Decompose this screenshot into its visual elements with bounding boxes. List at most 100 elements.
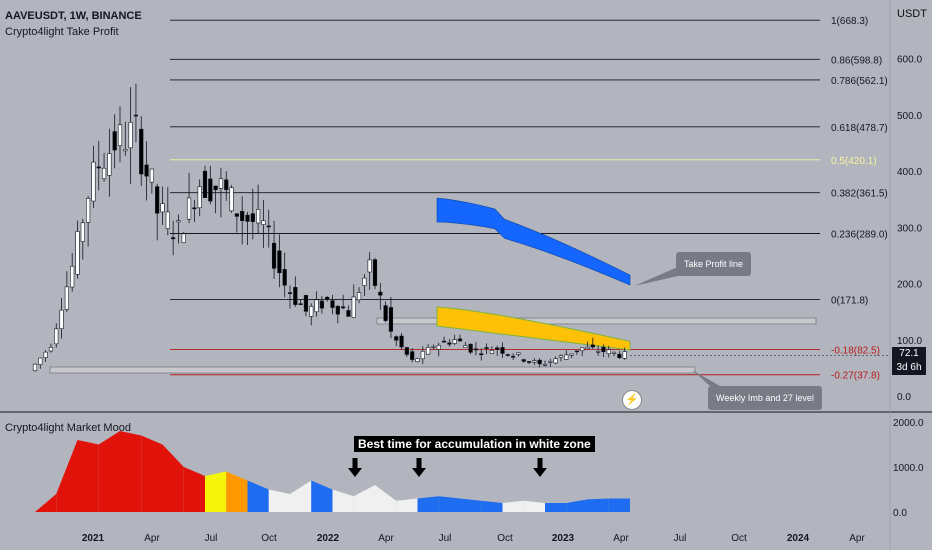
down-arrow-shaft	[352, 458, 358, 468]
candle-body	[362, 277, 367, 286]
candle-body	[149, 168, 154, 183]
weekly-callout-pointer	[692, 370, 720, 386]
weekly-imbalance-callout: Weekly Imb and 27 level	[708, 386, 822, 410]
mood-segment	[481, 500, 503, 512]
candle-body	[346, 310, 351, 317]
candle-body	[495, 347, 500, 350]
take-profit-indicator-label: Crypto4light Take Profit	[5, 26, 119, 38]
price-axis-tick: 100.0	[897, 336, 922, 347]
candle-body	[489, 350, 494, 354]
candle-body	[521, 359, 526, 362]
take-profit-band	[436, 197, 631, 286]
candle-body	[580, 347, 585, 352]
time-axis-label: Apr	[613, 533, 629, 544]
candle-body	[404, 347, 409, 355]
axes: 600.0 500.0 400.0 300.0 200.0 100.0 0.0 2000.0 1…	[82, 55, 924, 544]
candle-body	[388, 307, 394, 332]
candle-body	[516, 352, 521, 355]
mood-segment	[353, 485, 375, 512]
candle-body	[601, 346, 606, 353]
candle-body	[176, 220, 181, 223]
candle-body	[420, 350, 425, 360]
candle-body	[234, 213, 239, 217]
candle-body	[553, 358, 558, 364]
market-mood-area	[35, 431, 630, 512]
take-profit-bands	[436, 197, 631, 351]
fib-label: 0.618(478.7)	[831, 123, 888, 134]
time-axis-label: 2021	[82, 533, 105, 544]
mood-segment	[438, 496, 460, 512]
candle-body	[171, 237, 176, 240]
candle-body	[303, 295, 309, 312]
candle-body	[537, 359, 542, 365]
candles	[32, 83, 890, 372]
fib-label: 0.236(289.0)	[831, 229, 888, 240]
price-axis-tick: 200.0	[897, 280, 922, 291]
mood-segment	[375, 485, 397, 512]
imbalance-zones	[49, 317, 817, 374]
mood-segment	[523, 500, 545, 512]
countdown-badge: 3d 6h	[892, 361, 926, 375]
mood-segment	[290, 480, 312, 512]
candle-body	[208, 178, 213, 202]
mood-segment	[460, 498, 482, 512]
candle-body	[330, 300, 335, 308]
candle-body	[606, 349, 611, 354]
candle-body	[436, 345, 441, 350]
mood-segment	[566, 499, 588, 512]
candle-body	[96, 166, 101, 169]
candle-body	[452, 339, 457, 344]
candle-body	[38, 357, 43, 365]
candle-body	[91, 161, 96, 202]
candle-body	[447, 342, 452, 345]
candle-body	[224, 179, 229, 191]
candle-body	[245, 214, 250, 222]
candle-body	[75, 231, 80, 275]
candle-body	[256, 209, 261, 224]
fib-label: -0.27(37.8)	[831, 371, 880, 382]
time-axis-label: Apr	[378, 533, 394, 544]
fib-label: 0(171.8)	[831, 295, 868, 306]
candle-body	[261, 220, 266, 225]
accumulation-arrows	[348, 458, 547, 477]
price-axis-tick: 500.0	[897, 111, 922, 122]
time-axis-label: Jul	[674, 533, 687, 544]
candle-body	[548, 360, 553, 363]
candle-body	[43, 351, 48, 358]
candle-body	[293, 287, 298, 305]
mood-segment	[162, 444, 184, 512]
fib-label: 0.5(420.1)	[831, 156, 877, 167]
currency-label: USDT	[897, 8, 927, 20]
candle-body	[394, 336, 399, 341]
market-mood-indicator-label: Crypto4light Market Mood	[5, 422, 131, 434]
time-axis-label: 2023	[552, 533, 575, 544]
candle-body	[155, 186, 160, 214]
down-arrow-shaft	[537, 458, 543, 468]
candle-body	[415, 358, 420, 362]
candle-body	[314, 299, 319, 313]
candle-body	[511, 355, 516, 358]
candle-body	[399, 335, 404, 348]
candle-body	[532, 360, 537, 363]
candle-body	[341, 306, 346, 309]
mood-segment	[56, 440, 78, 512]
candle-body	[192, 207, 197, 210]
candle-body	[229, 187, 234, 212]
fib-label: 0.382(361.5)	[831, 189, 888, 200]
price-axis-tick: 600.0	[897, 55, 922, 66]
down-arrow-shaft	[416, 458, 422, 468]
mood-segment	[141, 435, 163, 512]
candle-body	[558, 355, 564, 358]
fib-label: 0.786(562.1)	[831, 76, 888, 87]
time-axis-label: Oct	[261, 533, 277, 544]
fib-label: -0.18(82.5)	[831, 346, 880, 357]
candle-body	[484, 347, 489, 349]
lightning-icon[interactable]: ⚡	[622, 390, 642, 410]
candle-body	[468, 343, 473, 353]
candle-body	[410, 351, 415, 360]
mood-segment	[247, 480, 269, 512]
candle-body	[431, 346, 436, 348]
candle-body	[218, 178, 224, 189]
candle-body	[526, 361, 532, 363]
candle-body	[133, 114, 139, 117]
